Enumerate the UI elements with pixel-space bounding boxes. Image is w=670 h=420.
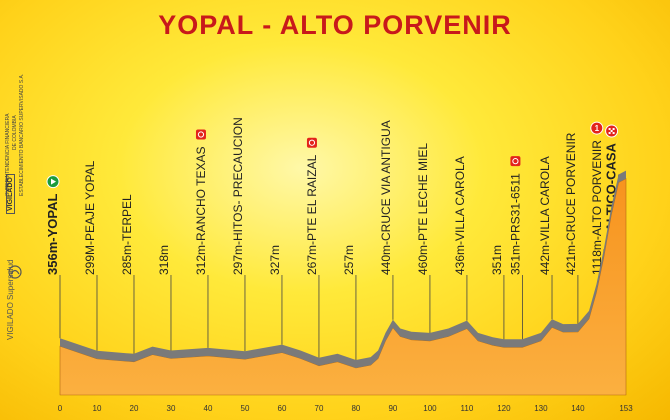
x-tick-label: 110 [461,404,474,413]
sprint-icon [195,129,206,140]
climb-icon-label: 1 [595,124,600,133]
waypoint-label: 440m-CRUCE VIA ANTIGUA [379,120,393,275]
waypoint: 356m-YOPAL [45,175,61,339]
waypoint-label: 312m-RANCHO TEXAS [194,147,208,275]
x-tick-label: 90 [388,404,397,413]
waypoint: 436m-VILLA CAROLA [453,156,468,321]
waypoint-label: 297m-HITOS- PRECAUCION [231,117,245,275]
x-tick-label: 100 [423,404,437,413]
waypoint: 351m [490,245,505,340]
x-tick-label: 120 [497,404,511,413]
x-tick-label: 10 [93,404,102,413]
waypoint: 442m-VILLA CAROLA [538,156,553,320]
waypoint: 460m-PTE LECHE MIEL [416,143,431,333]
waypoint: 351m-PRS31-6511 [508,156,523,340]
waypoint: 318m [157,245,172,351]
waypoint: 327m [268,245,283,345]
x-tick-label: 20 [130,404,139,413]
climb-icon [590,121,604,135]
waypoint-label: 285m-TERPEL [120,194,134,275]
waypoint-label: 421m-CRUCE PORVENIR [564,132,578,275]
x-tick-label: 60 [278,404,287,413]
waypoint-label: 318m [157,245,171,275]
waypoint-label: 267m-PTE EL RAIZAL [305,154,319,275]
waypoint: 285m-TERPEL [120,194,135,354]
x-tick-label: 30 [167,404,176,413]
x-tick-label: 40 [204,404,213,413]
waypoint-label: 299M-PEAJE YOPAL [83,160,97,275]
waypoint-label: 442m-VILLA CAROLA [538,156,552,275]
waypoint: 267m-PTE EL RAIZAL [305,137,320,358]
waypoint: 257m [342,245,357,360]
x-tick-label: 0 [58,404,63,413]
waypoint: 297m-HITOS- PRECAUCION [231,117,246,352]
sprint-icon [306,137,317,148]
sprint-icon-mark [308,139,316,146]
waypoint: 312m-RANCHO TEXAS [194,129,209,348]
waypoint: 299M-PEAJE YOPAL [83,160,98,351]
supersalud-logo-icon [8,265,22,279]
sprint-icon-mark [197,131,205,138]
waypoint: 421m-CRUCE PORVENIR [564,132,579,324]
waypoint-label: 351m [490,245,504,275]
x-tick-label: 80 [351,404,360,413]
x-tick-label: 50 [241,404,250,413]
chart-title: YOPAL - ALTO PORVENIR [158,10,512,40]
sprint-icon [510,156,521,167]
x-tick-label: 153 [619,404,633,413]
sprint-icon-mark [512,158,519,165]
waypoint-label: 460m-PTE LECHE MIEL [416,143,430,275]
x-tick-label: 140 [571,404,585,413]
waypoint: 1118m-ALTO PORVENIR 1 [590,121,605,275]
x-tick-label: 130 [534,404,548,413]
waypoint-label: 327m [268,245,282,275]
waypoint-label: 356m-YOPAL [45,194,60,275]
finish-flag-icon [605,124,619,138]
waypoint-label: 257m [342,245,356,275]
x-tick-label: 70 [315,404,324,413]
start-icon-arrow [51,178,56,185]
waypoint-label: 1118m-ALTO PORVENIR [590,140,604,275]
waypoint: 440m-CRUCE VIA ANTIGUA [379,120,394,320]
waypoint-label: 436m-VILLA CAROLA [453,156,467,275]
waypoint-label: 351m-PRS31-6511 [508,173,522,275]
